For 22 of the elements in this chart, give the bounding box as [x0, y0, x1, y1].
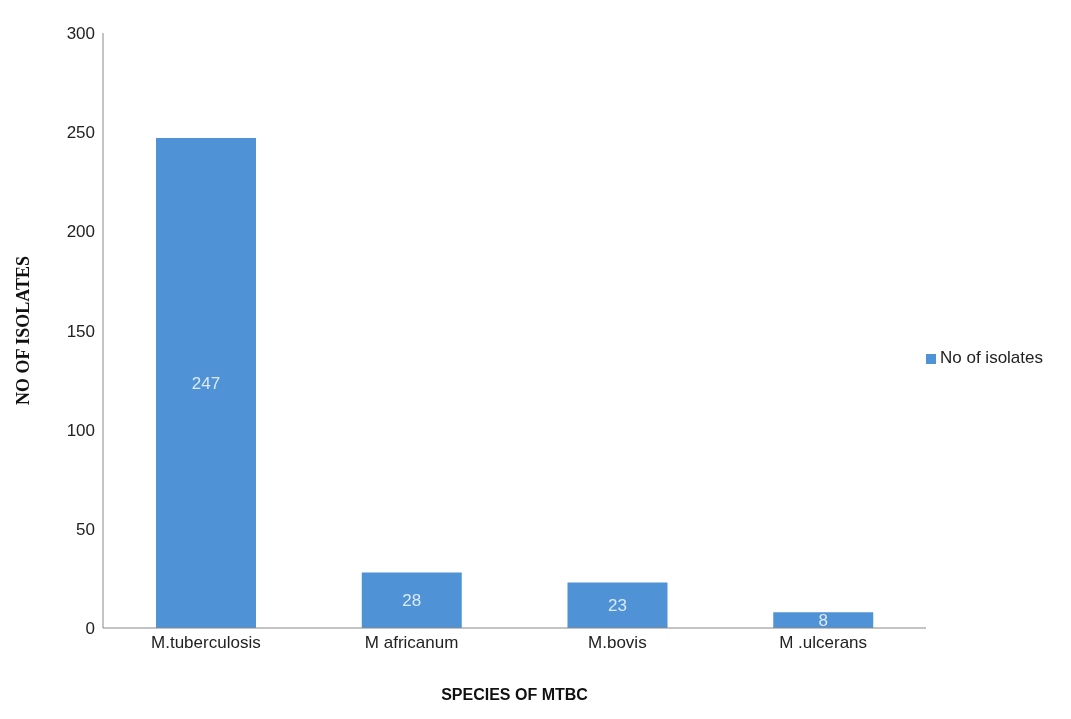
y-tick-label: 100: [66, 420, 95, 440]
y-tick-label: 150: [66, 321, 95, 341]
x-axis-title: SPECIES OF MTBC: [441, 686, 589, 703]
x-tick-label: M.bovis: [588, 633, 647, 653]
x-tick-label: M africanum: [364, 633, 459, 653]
bar: [773, 612, 874, 628]
y-tick-label: 0: [85, 619, 95, 639]
bar: [156, 138, 256, 628]
y-tick-label: 50: [76, 519, 95, 539]
legend-label: No of isolates: [940, 348, 1043, 367]
data-label: 28: [402, 591, 422, 611]
bar: [361, 572, 462, 628]
data-label: 23: [608, 596, 627, 616]
y-axis-title: NO OF ISOLATES: [13, 255, 34, 406]
y-tick-label: 200: [66, 222, 95, 242]
y-tick-label: 300: [66, 24, 95, 44]
x-tick-label: M.tuberculosis: [151, 633, 261, 653]
data-label: 8: [818, 611, 828, 631]
y-tick-label: 250: [66, 123, 95, 143]
data-label: 247: [191, 374, 221, 394]
x-tick-label: M .ulcerans: [779, 633, 868, 653]
bar: [567, 582, 668, 628]
